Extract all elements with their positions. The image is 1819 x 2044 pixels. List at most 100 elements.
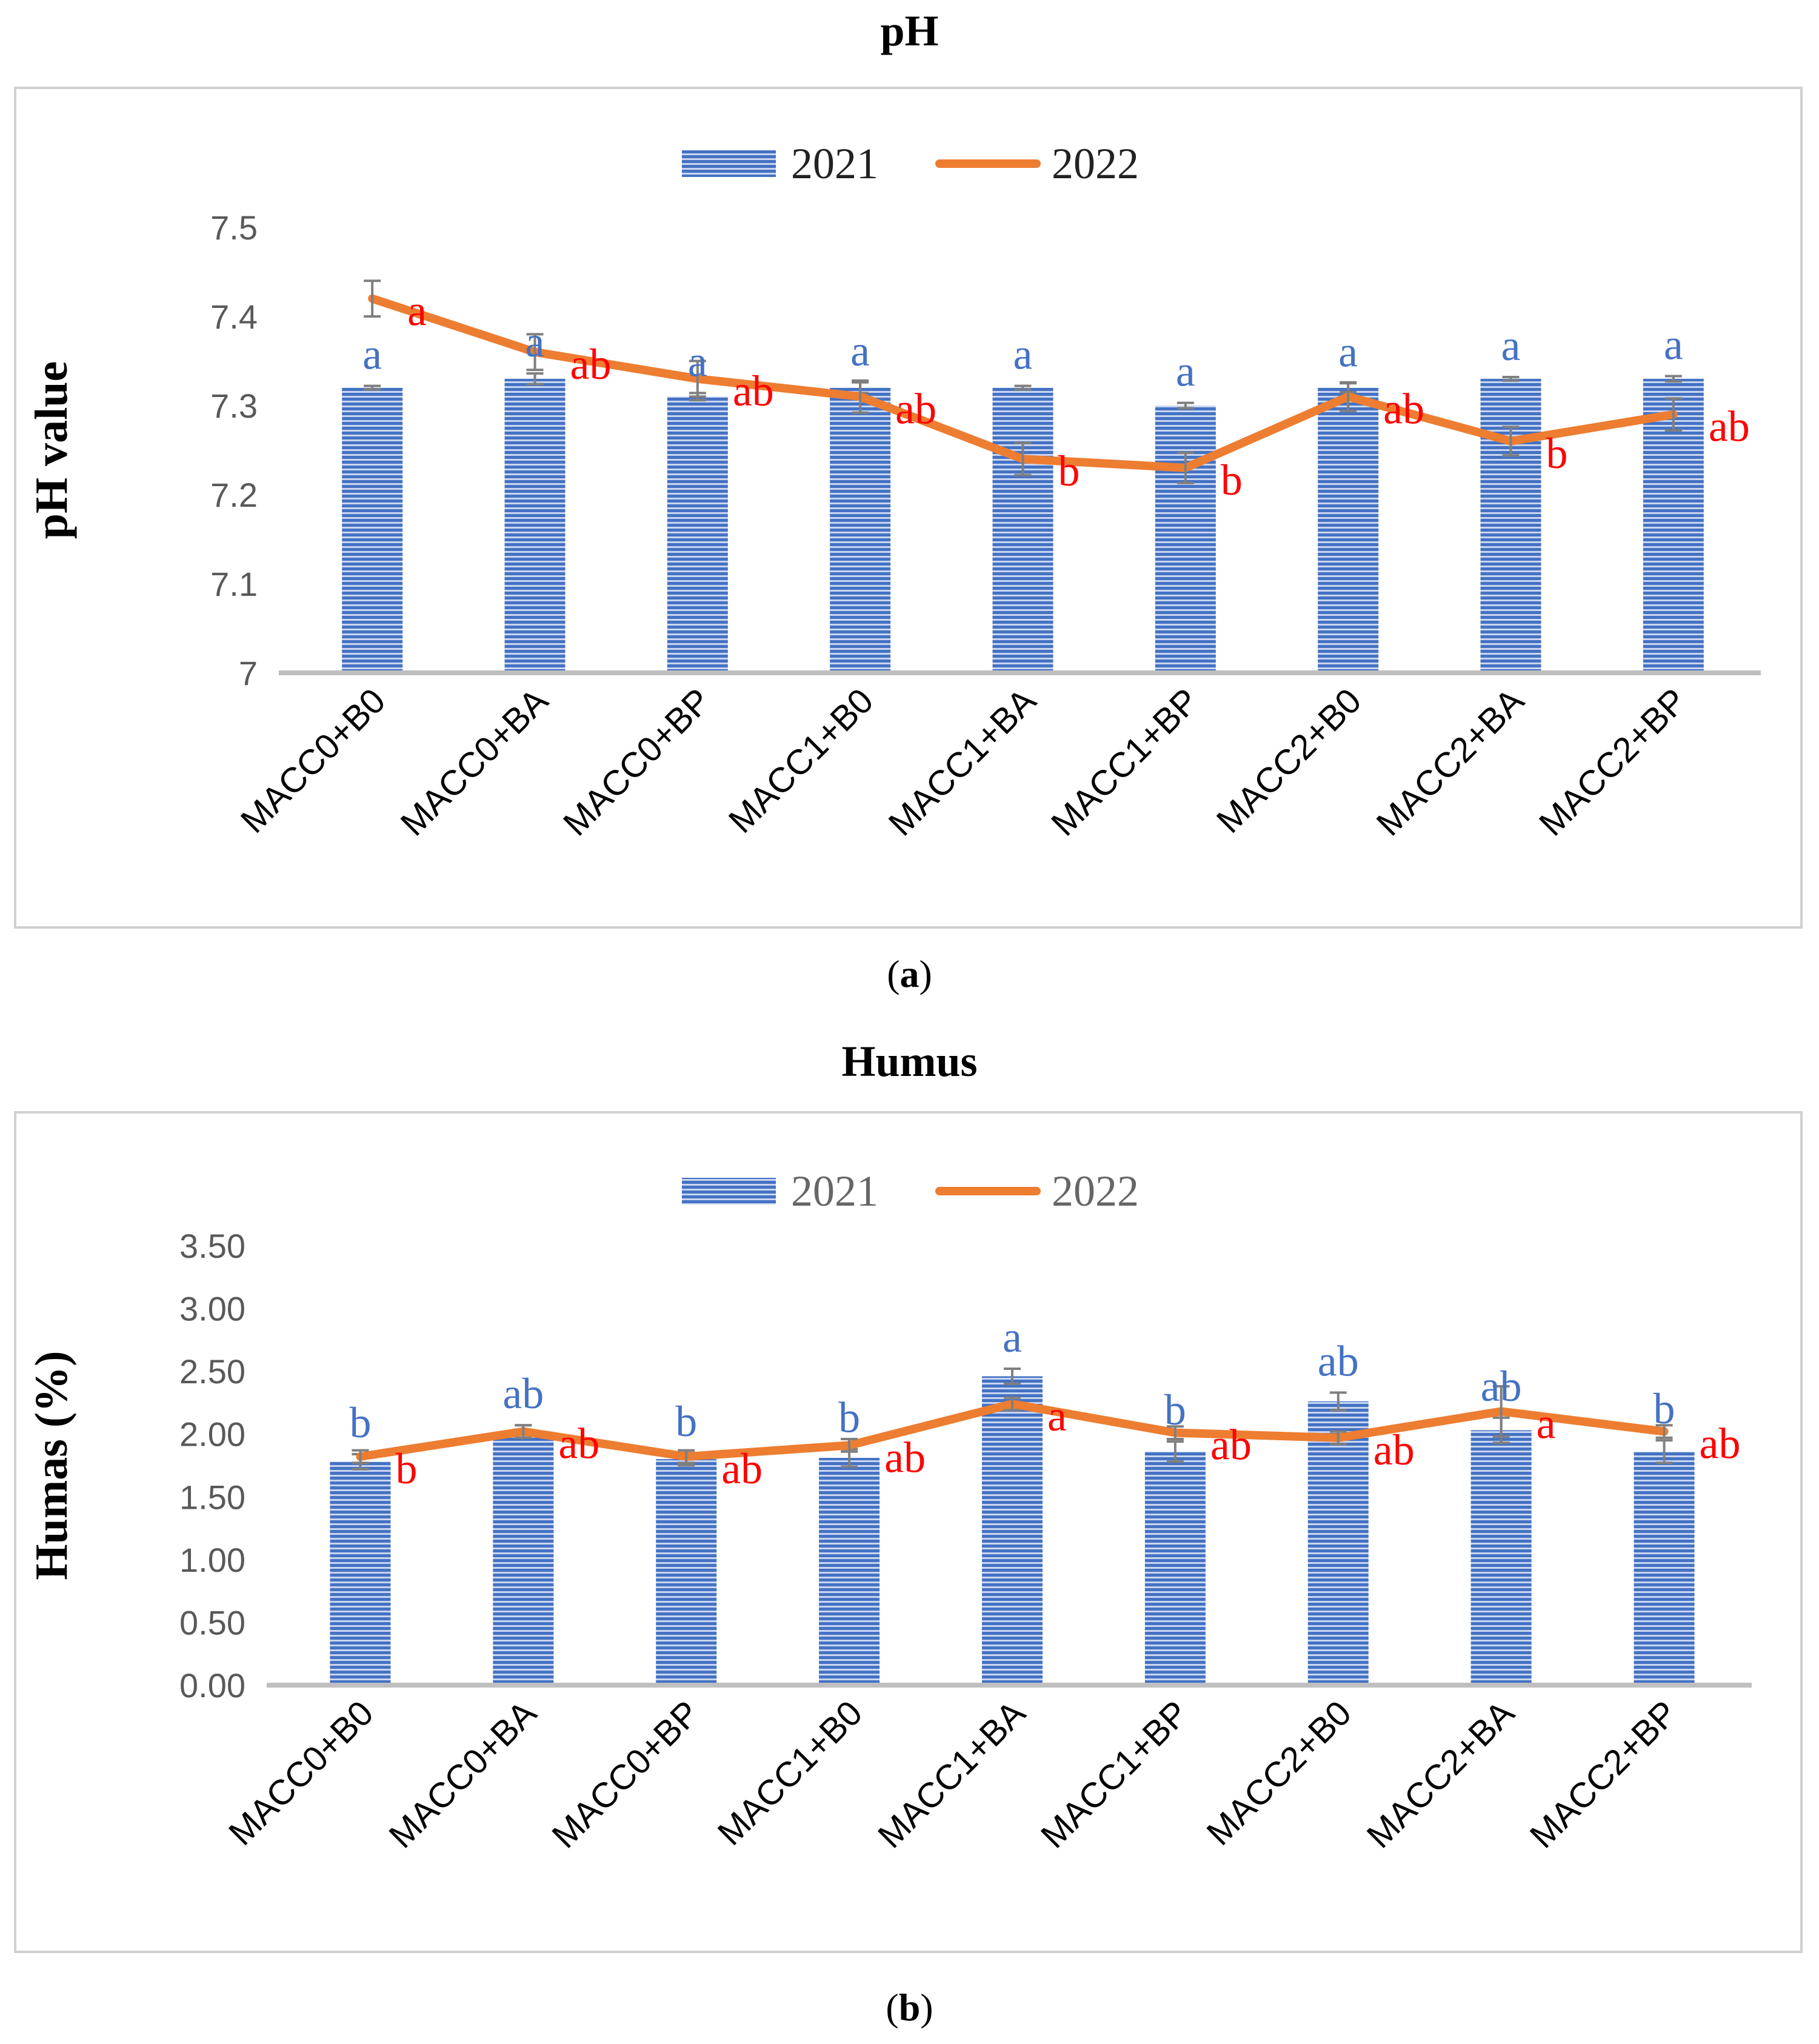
letter-2022: a	[407, 287, 427, 335]
letter-2021: a	[362, 330, 382, 379]
letter-2022: b	[395, 1444, 417, 1493]
y-tick-label: 7.1	[210, 565, 258, 603]
error-bar-2022	[689, 359, 706, 398]
letter-2021: a	[1501, 321, 1521, 370]
letter-2022: a	[1537, 1399, 1556, 1448]
error-bar-2022	[526, 333, 544, 372]
x-tick-label: MACC1+BA	[870, 1693, 1033, 1855]
error-bar-2021	[1177, 401, 1194, 410]
legend-label-2021: 2021	[791, 1167, 878, 1215]
letter-2021: a	[1338, 327, 1358, 376]
bar-2021	[1155, 406, 1216, 673]
legend-label-2021: 2021	[791, 139, 878, 188]
bar-2021	[819, 1458, 880, 1685]
bar-2021	[1318, 387, 1379, 673]
error-bar-2021	[1166, 1440, 1184, 1463]
bar-2021	[330, 1461, 391, 1685]
y-tick-label: 0.00	[179, 1666, 245, 1705]
error-bar-2022	[1664, 397, 1682, 432]
y-tick-label: 7.2	[210, 476, 258, 514]
bar-2021	[992, 387, 1053, 673]
y-axis-label: pH value	[26, 361, 77, 539]
bar-2021	[982, 1376, 1043, 1685]
y-axis-label: Humas (%)	[26, 1351, 77, 1580]
legend-label-2022: 2022	[1052, 139, 1139, 188]
bar-2021	[493, 1431, 554, 1685]
y-tick-label: 2.50	[179, 1352, 245, 1391]
error-bar-2021	[1502, 375, 1520, 382]
letter-2022: b	[1221, 456, 1243, 504]
error-bar-2022	[1329, 1430, 1347, 1446]
y-tick-label: 3.00	[179, 1290, 245, 1328]
bar-2021	[504, 378, 566, 673]
letter-2021: ab	[1481, 1362, 1522, 1411]
letter-2022: ab	[1210, 1421, 1252, 1469]
letter-2021: a	[1003, 1313, 1022, 1361]
letter-2022: ab	[721, 1444, 763, 1493]
letter-2022: a	[1047, 1392, 1067, 1440]
letter-2022: b	[1058, 447, 1080, 495]
bar-2021	[1470, 1430, 1532, 1685]
legend-label-2022: 2022	[1052, 1167, 1139, 1215]
bar-2021	[1144, 1451, 1206, 1685]
letter-2022: ab	[570, 340, 612, 389]
x-tick-label: MACC1+B0	[710, 1693, 870, 1853]
letter-2022: b	[1546, 429, 1568, 478]
error-bar-2021	[364, 384, 381, 391]
letter-2021: a	[1013, 330, 1033, 379]
letter-2022: ab	[1700, 1420, 1741, 1468]
y-tick-label: 1.50	[179, 1478, 245, 1516]
letter-2021: b	[1654, 1384, 1675, 1433]
letter-2022: ab	[895, 384, 936, 433]
x-tick-label: MACC0+BA	[381, 1693, 544, 1855]
y-tick-label: 0.50	[179, 1603, 245, 1642]
x-tick-label: MACC0+BA	[393, 681, 556, 843]
error-bar-2022	[1502, 426, 1520, 457]
y-tick-label: 7.4	[210, 298, 258, 336]
letter-2022: ab	[1383, 384, 1424, 433]
y-tick-label: 7	[239, 654, 258, 692]
error-bar-2022	[1492, 1385, 1510, 1438]
y-tick-label: 3.50	[179, 1227, 245, 1265]
x-tick-label: MACC2+BA	[1360, 1693, 1522, 1855]
x-tick-label: MACC2+BP	[1532, 681, 1694, 843]
letter-2022: ab	[1709, 402, 1750, 451]
bar-2021	[1480, 378, 1541, 673]
x-tick-label: MACC0+BP	[556, 681, 718, 843]
x-tick-label: MACC1+B0	[721, 681, 881, 841]
letter-2021: a	[850, 327, 870, 375]
y-tick-label: 7.5	[210, 209, 258, 247]
x-tick-label: MACC2+BP	[1523, 1693, 1685, 1855]
x-tick-label: MACC1+BP	[1033, 1693, 1196, 1855]
x-tick-label: MACC2+B0	[1209, 681, 1369, 841]
y-tick-label: 7.3	[210, 387, 258, 425]
legend-swatch-bar	[682, 1178, 776, 1204]
error-bar-2022	[1655, 1424, 1673, 1439]
error-bar-2022	[1166, 1425, 1184, 1440]
letter-2021: b	[349, 1398, 371, 1447]
letter-2021: b	[838, 1394, 860, 1442]
chart-frame	[14, 1111, 1803, 1953]
y-tick-label: 2.00	[179, 1415, 245, 1454]
caption-a: (a)	[887, 952, 932, 995]
letter-2021: b	[675, 1397, 697, 1446]
error-bar-2022	[1177, 451, 1194, 484]
letter-2021: a	[526, 318, 545, 366]
letter-2021: a	[1664, 320, 1683, 369]
error-bar-2021	[526, 372, 544, 386]
error-bar-2021	[1329, 1391, 1347, 1412]
letter-2021: b	[1164, 1386, 1186, 1434]
error-bar-2021	[1655, 1439, 1673, 1465]
error-bar-2022	[678, 1449, 695, 1465]
y-tick-label: 1.00	[179, 1541, 245, 1579]
letter-2022: ab	[733, 367, 774, 415]
bar-2021	[830, 387, 891, 673]
letter-2021: a	[688, 337, 707, 386]
letter-2022: ab	[1373, 1426, 1415, 1474]
error-bar-2021	[1664, 375, 1682, 383]
letter-2022: ab	[884, 1433, 926, 1481]
letter-2021: ab	[1318, 1337, 1359, 1385]
caption-b-label: b	[898, 1986, 921, 2029]
error-bar-2022	[1014, 441, 1032, 476]
caption-a-label: a	[899, 952, 920, 995]
